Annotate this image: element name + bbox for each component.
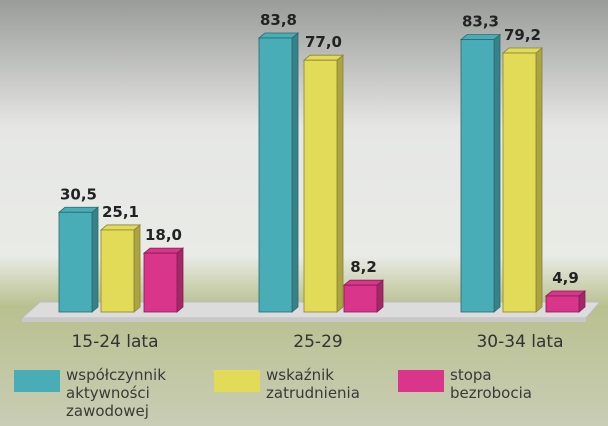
legend-swatch [14, 370, 60, 392]
bar [144, 248, 183, 312]
bar-front [59, 212, 92, 312]
bar-top [503, 48, 542, 53]
bar-side [134, 225, 140, 312]
legend-swatch [398, 370, 444, 392]
value-label: 4,9 [552, 269, 579, 287]
bar-side [536, 48, 542, 312]
bar [503, 48, 542, 312]
bar-top [344, 280, 383, 285]
legend-swatch [214, 370, 260, 392]
bar [101, 225, 140, 312]
chart: 15-24 lata 25-29 30-34 lata 30,5 83,8 83,3 25,… [0, 0, 608, 426]
bar-top [59, 207, 98, 212]
legend-label: wskaźnik zatrudnienia [266, 366, 386, 402]
x-tick-label: 15-24 lata [71, 332, 158, 352]
bar-side [377, 280, 383, 312]
bar-top [101, 225, 140, 230]
page: {"chart_data": {"type": "bar", "categori… [0, 0, 608, 426]
bar [344, 280, 383, 312]
value-label: 83,3 [462, 13, 499, 31]
bar [304, 55, 343, 312]
bar [59, 207, 98, 312]
x-tick-label: 30-34 lata [476, 332, 563, 352]
bar-front [461, 40, 494, 312]
value-label: 83,8 [260, 11, 297, 29]
bar-top [304, 55, 343, 60]
bar-side [177, 248, 183, 312]
value-label: 30,5 [60, 185, 97, 203]
legend-label: współczynnik aktywności zawodowej [66, 366, 196, 420]
bar-front [344, 285, 377, 312]
floor-edge [22, 318, 586, 322]
legend-item: wskaźnik zatrudnienia [214, 366, 386, 402]
bar-top [144, 248, 183, 253]
bar-top [461, 35, 500, 40]
bar-side [92, 207, 98, 312]
bar-front [144, 253, 177, 312]
bar-front [304, 60, 337, 312]
bar [546, 291, 585, 312]
value-label: 8,2 [350, 258, 377, 276]
legend-item: stopa bezrobocia [398, 366, 570, 402]
legend-label: stopa bezrobocia [450, 366, 570, 402]
bar-top [546, 291, 585, 296]
value-label: 18,0 [145, 226, 182, 244]
value-label: 77,0 [305, 33, 342, 51]
bar-top [259, 33, 298, 38]
bar [461, 35, 500, 312]
bar [259, 33, 298, 312]
value-label: 25,1 [102, 203, 139, 221]
bar-side [337, 55, 343, 312]
x-tick-label: 25-29 [293, 332, 342, 352]
bar-front [259, 38, 292, 312]
bar-front [101, 230, 134, 312]
bar-front [546, 296, 579, 312]
bar-side [494, 35, 500, 312]
value-label: 79,2 [504, 26, 541, 44]
legend-item: współczynnik aktywności zawodowej [14, 366, 196, 420]
bar-front [503, 53, 536, 312]
bar-side [292, 33, 298, 312]
